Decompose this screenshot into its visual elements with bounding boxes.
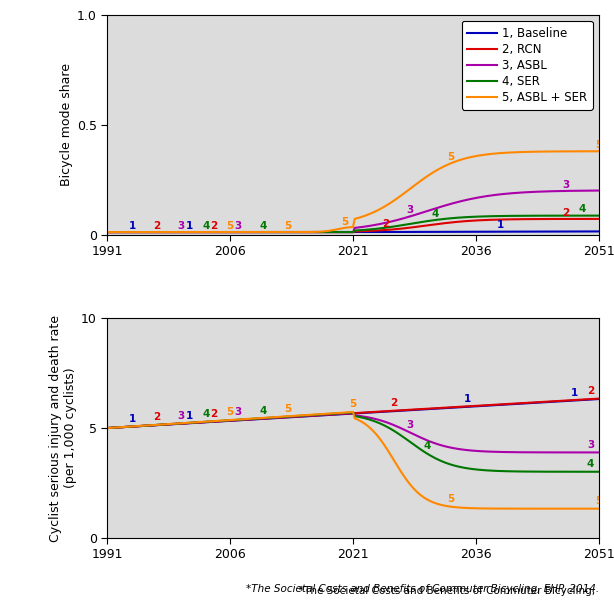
Text: 3: 3 [235, 407, 242, 417]
Text: 4: 4 [578, 204, 586, 215]
Text: 1: 1 [185, 410, 193, 421]
Text: 1: 1 [497, 221, 504, 230]
Text: 3: 3 [235, 221, 242, 231]
Text: 2: 2 [153, 412, 160, 423]
Text: 3: 3 [562, 180, 570, 189]
Y-axis label: Cyclist serious injury and death rate
(per 1,000 cyclists): Cyclist serious injury and death rate (p… [49, 314, 77, 542]
Text: 5: 5 [448, 494, 455, 504]
Text: 4: 4 [202, 409, 209, 419]
Text: 2: 2 [153, 221, 160, 231]
Text: 4: 4 [587, 459, 594, 469]
Text: 3: 3 [587, 440, 594, 450]
Text: 1: 1 [570, 388, 578, 398]
Text: 4: 4 [259, 406, 266, 415]
Text: 2: 2 [391, 398, 398, 408]
Text: 1: 1 [185, 221, 193, 231]
Text: 5: 5 [595, 496, 602, 506]
Text: 1: 1 [464, 394, 472, 404]
Text: *The Societal Costs and Benefits of Commuter Bicycling,: *The Societal Costs and Benefits of Comm… [299, 586, 599, 596]
Text: 2: 2 [210, 221, 217, 231]
Text: 4: 4 [431, 209, 438, 219]
Text: 3: 3 [406, 420, 414, 430]
Text: 2: 2 [210, 409, 217, 419]
Text: 5: 5 [448, 151, 455, 162]
Text: 2: 2 [382, 219, 389, 228]
Text: 4: 4 [202, 221, 209, 231]
Text: 3: 3 [177, 221, 185, 231]
Text: 5: 5 [595, 140, 602, 150]
Text: 2: 2 [562, 207, 570, 218]
Text: 5: 5 [284, 221, 291, 231]
Text: 5: 5 [284, 404, 291, 413]
Text: 4: 4 [259, 221, 266, 231]
Text: 3: 3 [177, 411, 185, 421]
Text: 2: 2 [587, 386, 594, 397]
Legend: 1, Baseline, 2, RCN, 3, ASBL, 4, SER, 5, ASBL + SER: 1, Baseline, 2, RCN, 3, ASBL, 4, SER, 5,… [462, 21, 593, 109]
Text: 3: 3 [406, 205, 414, 215]
Text: 1: 1 [128, 221, 136, 231]
Text: 5: 5 [227, 407, 234, 418]
Text: 5: 5 [349, 400, 357, 409]
Y-axis label: Bicycle mode share: Bicycle mode share [60, 63, 73, 186]
Text: 4: 4 [423, 441, 430, 451]
Text: 5: 5 [227, 221, 234, 231]
Text: 5: 5 [341, 216, 349, 227]
Text: *The Societal Costs and Benefits of Commuter Bicycling, EHP, 2014.: *The Societal Costs and Benefits of Comm… [246, 584, 599, 594]
Text: 1: 1 [128, 414, 136, 424]
